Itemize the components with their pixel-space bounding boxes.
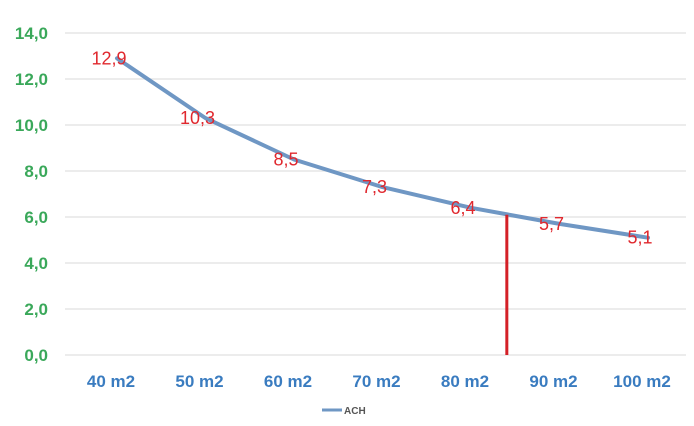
legend: ACH — [322, 406, 366, 417]
x-tick-label: 50 m2 — [175, 372, 223, 391]
y-axis: 0,0 2,0 4,0 6,0 8,0 10,0 12,0 14,0 — [15, 24, 48, 365]
y-tick-label: 0,0 — [24, 346, 48, 365]
y-tick-label: 2,0 — [24, 300, 48, 319]
x-tick-label: 100 m2 — [613, 372, 671, 391]
x-tick-label: 40 m2 — [87, 372, 135, 391]
series-line-ach — [115, 56, 650, 240]
data-label: 10,3 — [180, 108, 215, 128]
data-labels: 12,9 10,3 8,5 7,3 6,4 5,7 5,1 — [91, 48, 652, 247]
legend-label-ach: ACH — [344, 406, 366, 417]
y-tick-label: 12,0 — [15, 70, 48, 89]
x-axis: 40 m2 50 m2 60 m2 70 m2 80 m2 90 m2 100 m2 — [87, 372, 671, 391]
gridlines — [65, 32, 686, 356]
data-label: 5,7 — [539, 214, 564, 234]
data-label: 6,4 — [450, 198, 475, 218]
x-tick-label: 90 m2 — [529, 372, 577, 391]
x-tick-label: 70 m2 — [352, 372, 400, 391]
data-label: 8,5 — [273, 150, 298, 170]
data-label: 7,3 — [362, 177, 387, 197]
y-tick-label: 8,0 — [24, 162, 48, 181]
x-tick-label: 80 m2 — [441, 372, 489, 391]
y-tick-label: 14,0 — [15, 24, 48, 43]
x-tick-label: 60 m2 — [264, 372, 312, 391]
y-tick-label: 6,0 — [24, 208, 48, 227]
data-label: 12,9 — [91, 48, 126, 68]
data-label: 5,1 — [627, 228, 652, 248]
y-tick-label: 4,0 — [24, 254, 48, 273]
y-tick-label: 10,0 — [15, 116, 48, 135]
